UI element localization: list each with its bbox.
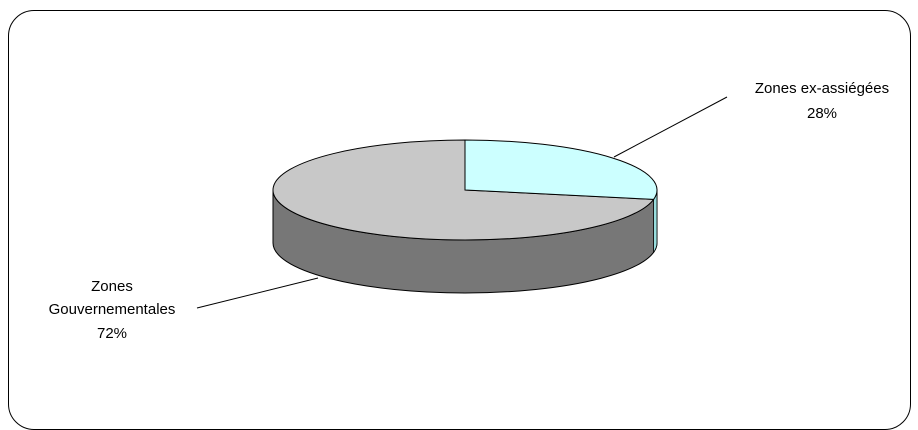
- slice-zones-ex-assiegees: [464, 139, 658, 200]
- label-gouvernementales-name-1: Zones: [91, 278, 133, 295]
- label-ex-assiegees-name: Zones ex-assiégées: [755, 80, 889, 97]
- label-gouvernementales-percent: 72%: [97, 325, 127, 342]
- leader-line-gouvernementales: [196, 277, 319, 309]
- slice-zones-gouvernementales: [272, 139, 655, 241]
- label-ex-assiegees-percent: 28%: [807, 105, 837, 122]
- pie-chart: Zones ex-assiégées 28% Zones Gouvernemen…: [49, 80, 890, 342]
- label-gouvernementales-name-2: Gouvernementales: [49, 301, 176, 318]
- leader-line-ex-assiegees: [613, 96, 728, 158]
